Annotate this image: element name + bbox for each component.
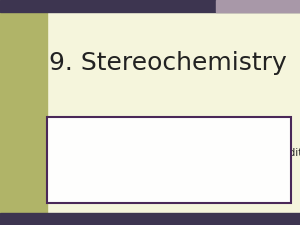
Bar	[46, 117, 291, 202]
Bar	[0, 0, 46, 225]
Text: , 7: , 7	[258, 148, 271, 158]
Bar	[0, 213, 300, 225]
Text: Organic Chemistry: Organic Chemistry	[161, 148, 258, 158]
Bar	[216, 0, 300, 12]
Text: edition: edition	[279, 148, 300, 158]
Text: th: th	[271, 140, 279, 148]
Text: 9. Stereochemistry: 9. Stereochemistry	[49, 51, 287, 75]
Text: Based on McMurry’s: Based on McMurry’s	[52, 148, 161, 158]
Bar	[0, 0, 300, 12]
